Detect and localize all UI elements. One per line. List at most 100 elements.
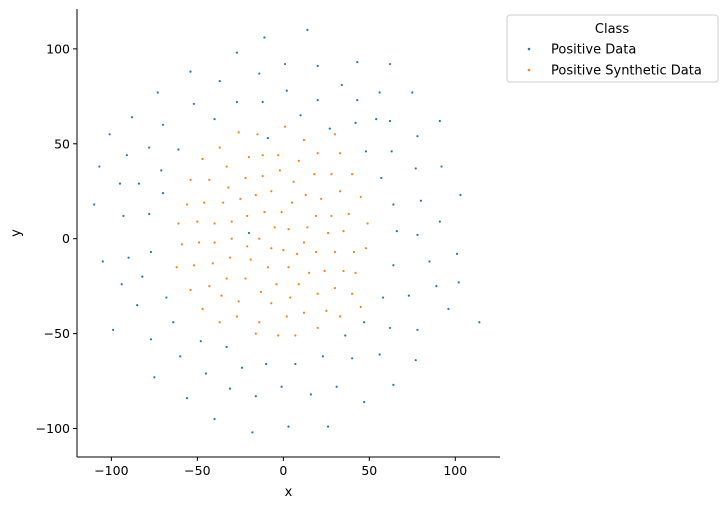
data-point-synthetic [246, 245, 249, 248]
data-point-synthetic [351, 292, 354, 295]
legend: Class Positive Data Positive Synthetic Da… [506, 14, 719, 83]
data-point-positive [316, 99, 319, 102]
data-point-positive [414, 167, 417, 170]
data-point-positive [156, 91, 159, 94]
data-point-positive [356, 99, 359, 102]
data-point-positive [455, 252, 459, 255]
data-point-synthetic [295, 252, 299, 255]
data-point-positive [108, 133, 111, 136]
data-point-synthetic [270, 190, 273, 193]
data-point-synthetic [314, 250, 318, 254]
data-point-positive [392, 203, 395, 206]
data-point-positive [438, 220, 441, 223]
x-tick-label: 50 [361, 463, 377, 478]
data-point-synthetic [304, 193, 307, 197]
data-point-synthetic [302, 311, 306, 314]
y-tick-label: −100 [36, 421, 70, 436]
data-point-positive [141, 275, 144, 278]
data-point-positive [294, 362, 297, 366]
data-point-synthetic [230, 237, 233, 240]
data-point-synthetic [222, 201, 225, 204]
data-point-synthetic [258, 237, 261, 240]
data-point-positive [354, 121, 357, 124]
data-point-synthetic [280, 211, 283, 214]
legend-items: Positive Data Positive Synthetic Data [527, 43, 702, 79]
data-point-synthetic [359, 305, 362, 309]
data-point-positive [428, 260, 431, 263]
data-point-synthetic [308, 271, 311, 274]
data-point-positive [137, 182, 141, 185]
data-point-synthetic [261, 154, 264, 157]
data-point-synthetic [246, 214, 249, 218]
data-point-positive [419, 199, 423, 202]
x-tick-label: 100 [443, 463, 467, 478]
data-point-positive [177, 148, 180, 151]
x-tick-label: 0 [279, 463, 287, 478]
data-point-positive [148, 146, 151, 149]
data-point-synthetic [266, 266, 269, 269]
data-point-synthetic [359, 195, 362, 199]
data-point-synthetic [330, 214, 333, 218]
data-point-positive [414, 359, 417, 362]
data-point-positive [435, 285, 438, 288]
legend-marker [527, 47, 531, 51]
data-point-synthetic [290, 201, 294, 204]
data-point-synthetic [196, 220, 199, 223]
x-axis-label: x [285, 485, 293, 500]
data-point-synthetic [185, 203, 189, 206]
data-point-positive [112, 328, 115, 331]
data-point-synthetic [249, 258, 252, 261]
data-point-positive [101, 260, 104, 263]
data-point-synthetic [320, 197, 323, 200]
legend-entry-label: Positive Synthetic Data [551, 64, 702, 79]
data-point-synthetic [306, 226, 309, 229]
data-point-positive [447, 307, 450, 311]
data-point-synthetic [247, 155, 251, 159]
data-point-synthetic [352, 250, 355, 254]
data-point-positive [340, 83, 343, 87]
data-point-positive [251, 431, 254, 434]
data-point-positive [258, 72, 261, 75]
data-point-positive [254, 395, 257, 398]
data-point-synthetic [259, 290, 263, 293]
data-point-positive [321, 355, 324, 358]
data-point-synthetic [283, 125, 287, 128]
data-point-synthetic [239, 197, 242, 200]
data-point-positive [240, 366, 244, 369]
data-point-synthetic [180, 243, 183, 246]
x-tick-label: −50 [184, 463, 210, 478]
data-point-synthetic [227, 186, 230, 189]
data-point-synthetic [342, 230, 345, 233]
data-point-synthetic [177, 222, 180, 225]
data-point-synthetic [292, 180, 295, 183]
data-point-positive [388, 119, 392, 123]
data-point-positive [363, 400, 366, 404]
data-point-synthetic [278, 169, 282, 172]
data-point-positive [363, 321, 366, 324]
data-point-positive [380, 176, 383, 180]
data-point-synthetic [364, 247, 367, 250]
data-point-positive [364, 150, 367, 153]
data-point-positive [235, 100, 239, 104]
data-point-synthetic [330, 173, 333, 176]
data-point-positive [204, 372, 208, 375]
data-point-positive [407, 294, 410, 297]
data-point-positive [316, 64, 319, 68]
data-point-positive [161, 192, 165, 195]
data-point-synthetic [323, 269, 326, 273]
data-point-positive [309, 393, 312, 396]
data-point-positive [351, 357, 354, 360]
data-point-positive [335, 385, 338, 388]
data-point-synthetic [270, 302, 273, 305]
data-point-synthetic [354, 271, 357, 274]
data-point-positive [247, 231, 251, 235]
data-point-synthetic [287, 228, 290, 231]
data-point-positive [136, 304, 139, 307]
data-point-synthetic [316, 326, 319, 330]
data-point-synthetic [235, 315, 239, 318]
data-point-synthetic [189, 288, 192, 292]
data-point-synthetic [244, 176, 247, 180]
data-point-positive [416, 328, 419, 331]
y-tick-label: 100 [46, 41, 70, 56]
